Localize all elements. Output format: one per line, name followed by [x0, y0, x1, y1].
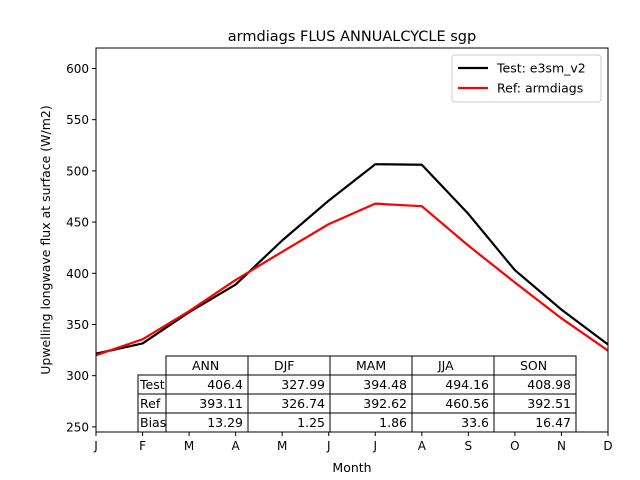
table-col-header: ANN [192, 358, 219, 373]
table-value: 494.16 [445, 377, 489, 392]
x-tick-label: N [557, 439, 566, 453]
table-col-header: SON [520, 358, 547, 373]
table-value: 327.99 [281, 377, 325, 392]
y-tick-label: 300 [66, 369, 89, 383]
y-tick-label: 400 [66, 267, 89, 281]
table-value: 394.48 [363, 377, 407, 392]
x-tick-label: M [277, 439, 287, 453]
stats-table: ANN DJF MAM JJA SON Test 406.4 327.99 394.48 494.… [137, 355, 577, 433]
legend-box [451, 54, 602, 103]
y-tick-label: 550 [66, 113, 89, 127]
table-value: 16.47 [535, 415, 571, 430]
x-tick-label: J [372, 439, 377, 453]
series-line-1 [96, 202, 608, 357]
x-tick-label: F [139, 439, 146, 453]
table-value: 406.4 [207, 377, 243, 392]
table-col-header: MAM [356, 358, 386, 373]
table-value: 393.11 [199, 396, 243, 411]
table-value: 326.74 [281, 396, 325, 411]
table-value: 1.25 [297, 415, 325, 430]
table-value: 33.6 [461, 415, 489, 430]
y-tick-label: 250 [66, 420, 89, 434]
table-value: 460.56 [445, 396, 489, 411]
legend-label: Ref: armdiags [497, 81, 583, 96]
table-value: 13.29 [207, 415, 243, 430]
table-col-header: JJA [437, 358, 454, 373]
table-row-label: Ref [140, 396, 161, 411]
legend-label: Test: e3sm_v2 [496, 61, 586, 76]
y-tick-label: 500 [66, 164, 89, 178]
x-tick-label: J [93, 439, 98, 453]
table-value: 408.98 [527, 377, 571, 392]
x-tick-label: S [465, 439, 473, 453]
y-axis: 250 300 350 400 450 500 550 600 [66, 62, 96, 434]
chart-title: armdiags FLUS ANNUALCYCLE sgp [228, 29, 476, 45]
x-axis-label: Month [332, 460, 371, 475]
x-tick-label: A [232, 439, 241, 453]
x-tick-label: M [184, 439, 194, 453]
y-tick-label: 450 [66, 216, 89, 230]
x-tick-label: O [510, 439, 519, 453]
table-row-label: Bias [140, 415, 166, 430]
table-value: 392.62 [363, 396, 407, 411]
legend: Test: e3sm_v2 Ref: armdiags [451, 54, 602, 103]
y-axis-label: Upwelling longwave flux at surface (W/m2… [38, 105, 53, 375]
table-value: 1.86 [379, 415, 407, 430]
table-row-label: Test [139, 377, 165, 392]
y-tick-label: 600 [66, 62, 89, 76]
table-cell [493, 412, 577, 433]
x-tick-label: J [326, 439, 331, 453]
series-line-0 [96, 163, 608, 355]
table-value: 392.51 [527, 396, 571, 411]
table-col-header: DJF [274, 358, 295, 373]
x-tick-label: D [603, 439, 612, 453]
y-tick-label: 350 [66, 318, 89, 332]
x-tick-label: A [418, 439, 427, 453]
plot-lines [96, 163, 608, 357]
